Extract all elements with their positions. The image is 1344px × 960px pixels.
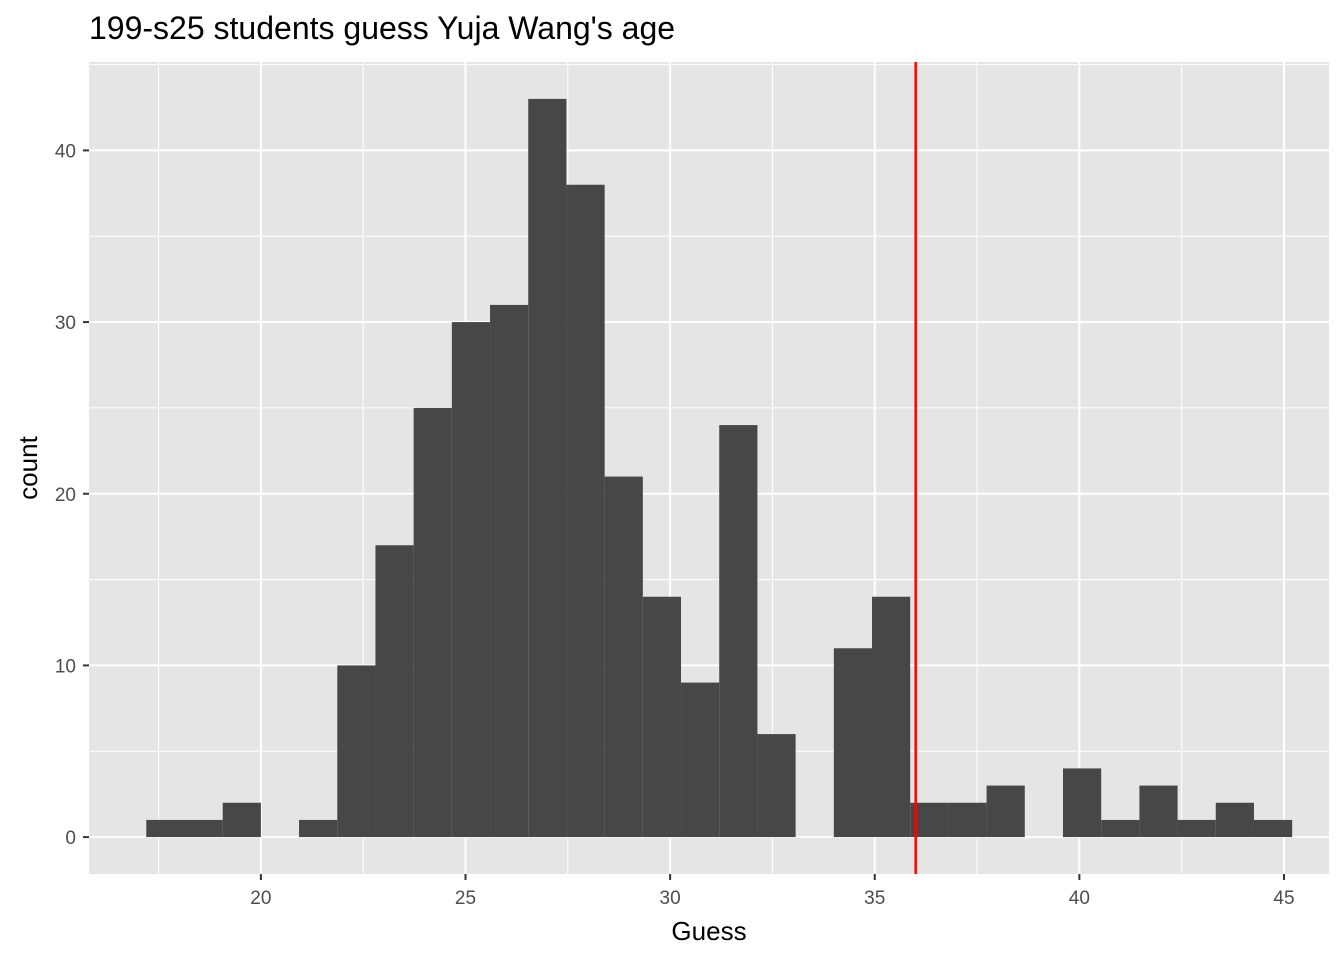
histogram-bar (184, 819, 223, 838)
y-tick-label: 20 (55, 485, 76, 506)
histogram-bar (451, 322, 491, 838)
y-tick-label: 30 (55, 313, 76, 334)
x-tick-label: 20 (250, 888, 271, 909)
y-axis: 0 10 20 30 40 (55, 141, 89, 849)
x-tick-label: 40 (1069, 888, 1090, 909)
x-tick-label: 25 (455, 888, 476, 909)
histogram-bar (1177, 819, 1216, 838)
histogram-bar (833, 648, 873, 838)
histogram-bar (1139, 785, 1178, 838)
histogram-bar (986, 785, 1025, 838)
histogram-bar (222, 802, 261, 838)
histogram-bar (872, 596, 911, 838)
x-axis: 20 25 30 35 40 45 (250, 874, 1295, 909)
histogram-bar (1215, 802, 1254, 838)
histogram-bars (146, 98, 1293, 838)
histogram-bar (566, 184, 605, 838)
histogram-bar (757, 734, 796, 838)
histogram-bar (299, 819, 338, 838)
histogram-bar (528, 98, 567, 838)
x-tick-label: 45 (1273, 888, 1294, 909)
x-tick-label: 30 (660, 888, 681, 909)
major-gridlines (89, 62, 1329, 874)
histogram-bar (1253, 819, 1293, 838)
histogram-bar (1062, 768, 1102, 838)
histogram-bar (146, 819, 185, 838)
x-tick-label: 35 (864, 888, 885, 909)
y-axis-title: count (13, 435, 43, 499)
histogram-bar (604, 476, 643, 838)
chart-title: 199-s25 students guess Yuja Wang's age (89, 10, 675, 46)
histogram-bar (490, 304, 529, 838)
histogram-bar (948, 802, 987, 838)
y-tick-label: 40 (55, 141, 76, 162)
histogram-bar (1101, 819, 1140, 838)
y-tick-label: 0 (65, 828, 76, 849)
histogram-bar (375, 545, 414, 838)
histogram-bar (681, 682, 720, 838)
y-tick-label: 10 (55, 656, 76, 677)
histogram-bar (719, 425, 758, 838)
histogram-bar (642, 596, 682, 838)
x-axis-title: Guess (671, 916, 746, 946)
histogram-bar (413, 407, 452, 838)
histogram-bar (337, 665, 376, 838)
